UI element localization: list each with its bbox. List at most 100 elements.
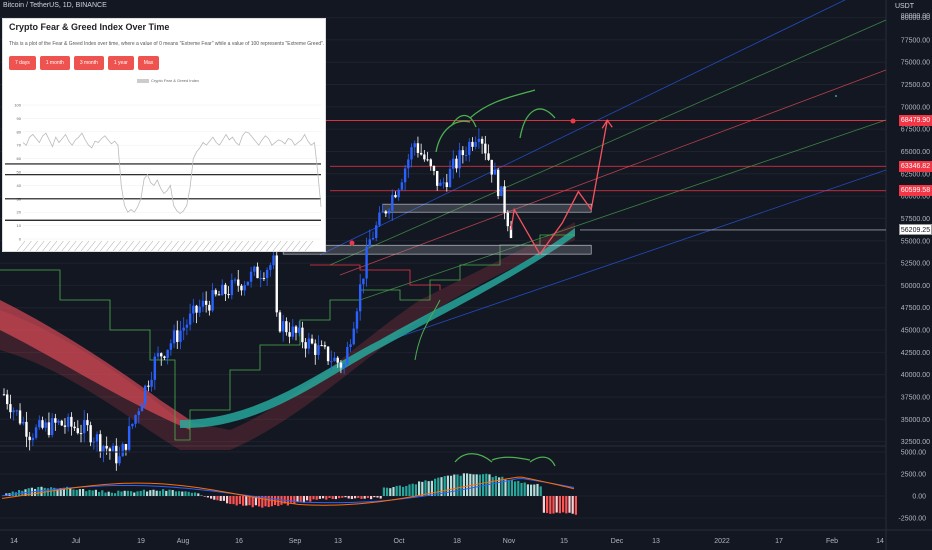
fgi-date-tick	[119, 240, 128, 251]
fgi-tick-label: 50	[17, 170, 22, 175]
candle-body	[214, 290, 217, 295]
candle-body	[73, 426, 76, 429]
fgi-date-tick	[298, 240, 307, 251]
candle-body	[111, 445, 115, 452]
macd-histogram-bar	[264, 496, 267, 507]
fgi-tick-label: 90	[17, 116, 22, 121]
fgi-date-tick	[240, 240, 250, 251]
macd-tick-label: 2500.00	[901, 472, 926, 479]
candle-body	[330, 361, 333, 363]
candle-body	[243, 285, 246, 291]
chart-symbol-title: Bitcoin / TetherUS, 1D, BINANCE	[3, 2, 107, 9]
candle-body	[448, 168, 452, 188]
range-1year-button[interactable]: 1 year	[107, 56, 134, 70]
candles	[2, 128, 513, 471]
candle-body	[211, 290, 214, 311]
candle-body	[246, 281, 250, 286]
macd-histogram-bar	[517, 480, 520, 496]
macd-histogram-bar	[126, 490, 129, 496]
pitchfork	[319, 0, 887, 341]
fgi-date-tick	[196, 240, 205, 251]
macd-histogram-bar	[357, 496, 360, 498]
candle-body	[400, 182, 404, 190]
range-max-button[interactable]: Max	[137, 56, 160, 70]
macd-histogram-bar	[363, 496, 366, 499]
macd-histogram-bar	[312, 496, 315, 500]
macd-histogram-bar	[130, 491, 133, 496]
macd-histogram-bar	[434, 478, 437, 496]
time-tick-label: 14	[10, 538, 18, 545]
signal-dot	[349, 240, 355, 246]
candle-body	[169, 343, 173, 350]
candle-body	[230, 279, 234, 296]
pattern-arc	[451, 114, 477, 128]
candle-body	[54, 418, 57, 423]
projection-path	[510, 120, 608, 256]
macd-histogram-bar	[459, 475, 462, 496]
macd-histogram-bar	[181, 491, 184, 496]
candle-body	[458, 150, 461, 169]
macd-histogram-bar	[398, 485, 401, 496]
candle-body	[358, 284, 362, 312]
macd-histogram-bar	[85, 491, 88, 496]
fear-greed-panel: Crypto Fear & Greed Index Over Time This…	[2, 18, 326, 252]
macd-histogram-bar	[350, 496, 353, 499]
fear-greed-chart: 1009080706050403020100	[5, 103, 322, 251]
panel-description: This is a plot of the Fear & Greed Index…	[9, 41, 325, 47]
time-axis: 14 Jul 19 Aug 16 Sep 13 Oct 18 Nov 15 Dec 13 2022 17 Fe…	[10, 538, 884, 545]
macd-histogram-bar	[11, 491, 14, 496]
macd-histogram-bar	[142, 489, 145, 496]
range-1month-button[interactable]: 1 month	[39, 56, 70, 70]
candle-body	[310, 338, 314, 344]
macd-histogram-bar	[229, 496, 232, 505]
candle-body	[323, 345, 327, 347]
fgi-date-tick	[279, 240, 288, 251]
macd-histogram-bar	[46, 488, 49, 496]
macd-histogram-bar	[232, 496, 235, 505]
macd-histogram-bar	[98, 491, 101, 496]
fgi-tick-label: 60	[17, 156, 22, 161]
macd-histogram-bar	[197, 493, 200, 496]
candle-body	[12, 410, 15, 413]
macd-histogram-bar	[514, 481, 517, 496]
signal-line	[1, 476, 575, 506]
range-3month-button[interactable]: 3 month	[73, 56, 104, 70]
candle-body	[464, 154, 468, 156]
candle-body	[301, 327, 304, 343]
candle-body	[317, 345, 320, 355]
fgi-date-tick	[266, 240, 275, 251]
candle-body	[89, 425, 92, 443]
macd-histogram-bar	[373, 496, 376, 498]
fgi-date-tick	[176, 240, 186, 251]
fgi-tick-label: 70	[17, 143, 22, 148]
candle-body	[153, 356, 157, 380]
macd-histogram-bar	[309, 496, 312, 502]
time-tick-label: 18	[453, 538, 461, 545]
macd-histogram-bar	[315, 496, 318, 500]
macd-histogram-bar	[299, 496, 302, 502]
price-tick-label: 40000.00	[901, 372, 930, 379]
candle-body	[233, 279, 237, 281]
candle-body	[429, 159, 432, 166]
time-tick-label: Oct	[394, 538, 405, 545]
candle-body	[413, 143, 416, 148]
candle-body	[468, 141, 471, 155]
macd-histogram-bar	[75, 489, 78, 496]
candle-body	[281, 321, 285, 332]
fgi-date-tick	[36, 240, 45, 251]
macd-histogram-bar	[184, 491, 187, 496]
price-tick-label: 67500.00	[901, 127, 930, 134]
macd-histogram-bar	[149, 490, 152, 496]
macd-histogram-bar	[194, 492, 197, 496]
macd-histogram-bar	[568, 496, 571, 513]
time-tick-label: 19	[137, 538, 145, 545]
candle-body	[28, 436, 31, 441]
candle-body	[326, 346, 330, 362]
range-7days-button[interactable]: 7 days	[9, 56, 36, 70]
price-tick-label: 47500.00	[901, 305, 930, 312]
macd-histogram-bar	[402, 486, 405, 496]
macd-histogram-bar	[498, 477, 501, 496]
candle-body	[227, 294, 230, 296]
fgi-date-tick	[183, 240, 192, 251]
macd-histogram-bar	[216, 496, 219, 501]
